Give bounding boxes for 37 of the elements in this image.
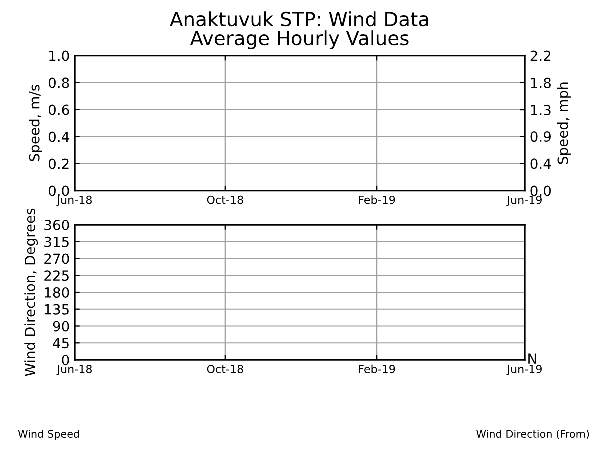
y-tick-label: 0.6 — [48, 104, 70, 116]
y-tick-label: 0.2 — [48, 158, 69, 170]
chart-subtitle: Average Hourly Values — [190, 30, 409, 50]
x-tick-label: Feb-19 — [359, 196, 396, 204]
y2-tick-label: 0.9 — [530, 132, 551, 142]
y-tick-label: 315 — [44, 236, 69, 248]
y-tick-label: 1.0 — [50, 50, 70, 62]
text: N — [528, 354, 536, 364]
x-tick-label: Oct-18 — [207, 365, 244, 374]
y-tick-label: 270 — [44, 254, 70, 264]
y-tick-label: 135 — [45, 304, 69, 315]
y2-tick-label: 0.4 — [530, 158, 552, 170]
x-tick-label: Jun-19 — [506, 196, 542, 206]
chart-title: Anaktuvuk STP: Wind Data — [170, 12, 428, 27]
y-axis-title: Wind Direction, Degrees — [24, 208, 38, 376]
text: Wind Direction (From) — [476, 430, 590, 440]
x-tick-label: Jun-18 — [56, 365, 92, 376]
text: Wind Speed — [18, 430, 80, 440]
y-tick-label: 90 — [53, 321, 70, 332]
y2-tick-label: 1.8 — [531, 78, 551, 88]
y-tick-label: 225 — [44, 270, 69, 282]
y-tick-label: 0 — [62, 354, 70, 366]
y2-tick-label: 1.3 — [531, 105, 551, 116]
y-tick-label: 180 — [45, 287, 70, 298]
y-tick-label: 45 — [53, 338, 69, 349]
x-tick-label: Feb-19 — [359, 364, 396, 374]
y2-tick-label: 0.0 — [530, 186, 552, 196]
x-tick-label: Oct-18 — [207, 196, 244, 204]
y-tick-label: 0.4 — [48, 132, 70, 142]
y2-axis-title: Speed, mph — [558, 82, 571, 164]
y-tick-label: 0.8 — [48, 78, 70, 88]
y-tick-label: 360 — [44, 220, 70, 230]
y-axis-title: Speed, m/s — [29, 85, 42, 162]
y2-tick-label: 2.2 — [530, 50, 551, 62]
x-tick-label: Jun-19 — [506, 365, 542, 376]
x-tick-label: Jun-18 — [56, 196, 92, 206]
y-tick-label: 0.0 — [48, 186, 70, 196]
